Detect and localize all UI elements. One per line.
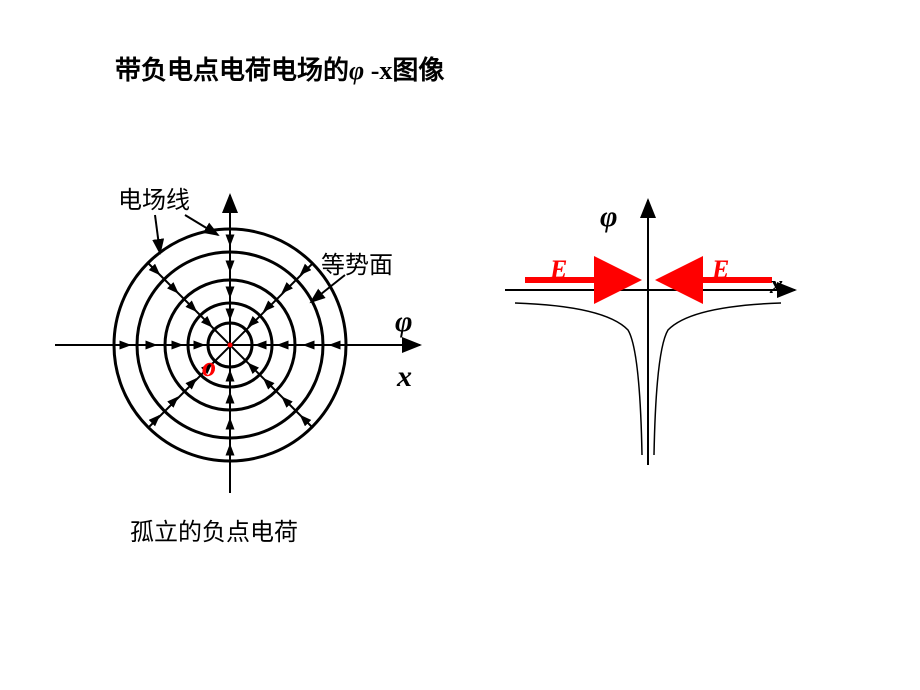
left-phi-label: φ — [395, 305, 413, 339]
field-arrow-icon — [248, 363, 254, 369]
left-diagram — [0, 0, 460, 560]
left-caption: 孤立的负点电荷 — [130, 512, 298, 547]
field-arrow-icon — [206, 321, 212, 327]
field-arrow-icon — [190, 305, 196, 311]
potential-curve-right — [654, 303, 781, 455]
left-x-label: x — [397, 360, 412, 394]
field-arrow-icon — [154, 269, 160, 275]
equipotential-label: 等势面 — [321, 245, 393, 280]
field-arrow-icon — [264, 379, 270, 385]
left-o-label: o — [202, 352, 216, 384]
right-phi-label: φ — [600, 200, 618, 234]
right-diagram — [440, 0, 860, 560]
e-right-label: E — [712, 255, 729, 285]
center-charge-dot — [228, 343, 233, 348]
field-arrow-icon — [301, 416, 307, 422]
potential-curve-left — [515, 303, 642, 455]
field-arrow-icon — [172, 287, 178, 293]
right-x-label: x — [770, 270, 783, 300]
field-line-label: 电场线 — [118, 180, 190, 215]
field-arrow-icon — [282, 397, 288, 403]
e-left-label: E — [550, 255, 567, 285]
pointer-arrow-icon — [155, 215, 160, 253]
